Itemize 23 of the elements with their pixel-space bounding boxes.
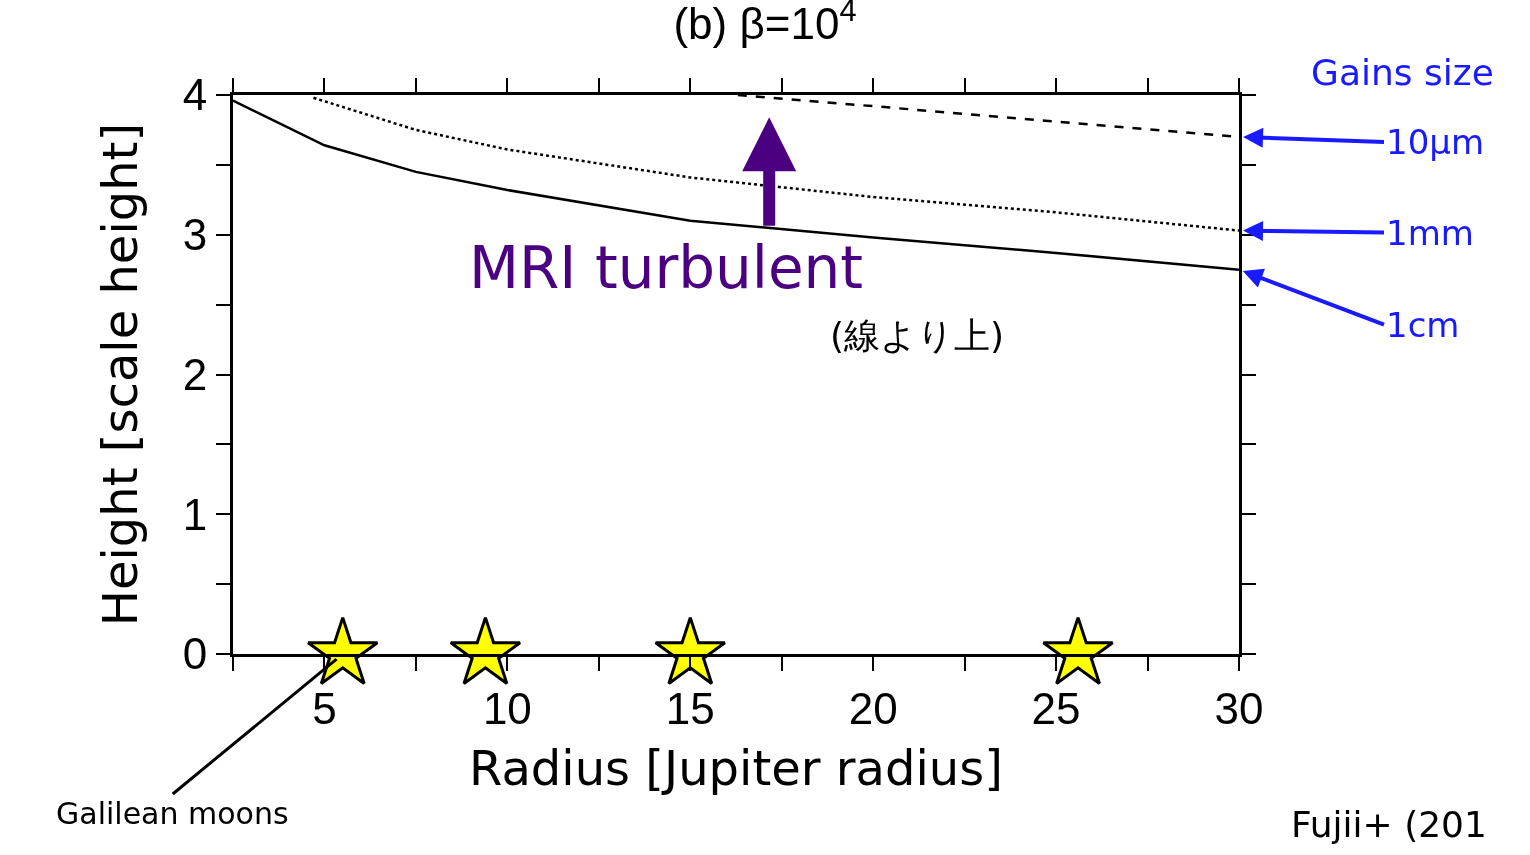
y-tick-label: 2: [182, 349, 208, 399]
chart-title: (b) β=10$^{4}$: [673, 0, 857, 49]
y-tick-label: 3: [182, 210, 208, 260]
x-tick-label: 5: [312, 683, 337, 733]
text: Fujii+ (201: [1291, 804, 1487, 845]
line-series: [312, 96, 1239, 232]
y-tick-label: 1: [182, 489, 208, 539]
annotation: Galilean moons: [56, 796, 289, 831]
x-tick-label: 10: [482, 683, 532, 733]
x-tick-label: 25: [1031, 683, 1081, 733]
x-tick-label: 30: [1214, 683, 1264, 733]
annotation: (線より上): [830, 315, 1005, 356]
annotation: MRI turbulent: [469, 234, 864, 302]
text: 1cm: [1386, 305, 1460, 345]
y-tick-label: 0: [182, 629, 208, 679]
text: 10μm: [1386, 122, 1485, 162]
y-tick-label: 4: [182, 70, 208, 120]
x-tick-label: 20: [848, 683, 898, 733]
x-axis-title: Radius [Jupiter radius]: [469, 739, 1003, 796]
legend-title: Gains size: [1311, 52, 1494, 93]
x-tick-label: 15: [665, 683, 715, 733]
y-axis-title: Height [scale height]: [92, 122, 149, 627]
text: 1mm: [1386, 213, 1474, 253]
